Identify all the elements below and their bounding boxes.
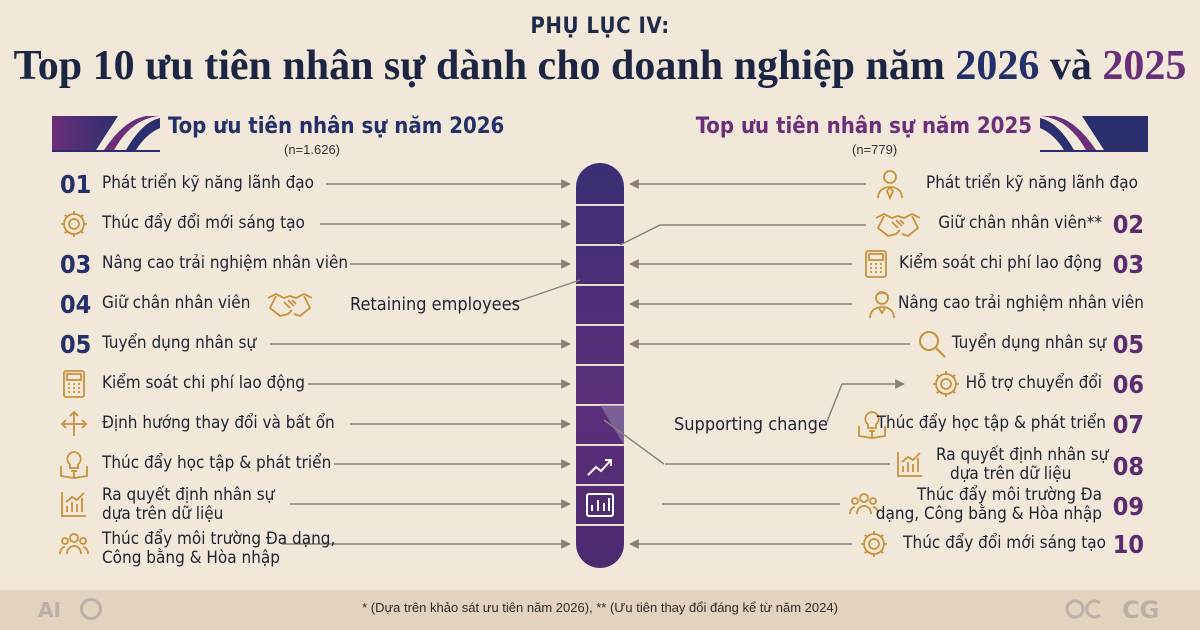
- title-connector: và: [1039, 43, 1103, 89]
- right-label-8-line2: dựa trên dữ liệu: [950, 464, 1072, 485]
- right-header-ribbon: [1040, 116, 1148, 152]
- left-header: Top ưu tiên nhân sự năm 2026: [168, 114, 505, 139]
- right-rank-3: 03: [1112, 250, 1144, 279]
- people-icon: [58, 528, 90, 560]
- left-label-9-line2: dựa trên dữ liệu: [102, 504, 224, 525]
- magnifier-icon: [916, 328, 948, 360]
- partner-logo-icon: [80, 598, 102, 620]
- arrows-icon: [58, 408, 90, 440]
- right-label-9: Thúc đẩy môi trường Đa dạng, Công bằng &…: [875, 485, 1102, 525]
- right-label-4: Nâng cao trải nghiệm nhân viên: [897, 293, 1144, 313]
- cg-seal-icon: [1064, 598, 1104, 620]
- supertitle: PHỤ LỤC IV:: [530, 14, 670, 39]
- left-label-8: Thúc đẩy học tập & phát triển: [102, 453, 332, 473]
- left-label-10-line1: Thúc đẩy môi trường Đa dạng,: [102, 529, 336, 549]
- left-label-10-line2: Công bằng & Hòa nhập: [102, 548, 280, 569]
- left-sample-size: (n=1.626): [284, 142, 341, 157]
- lightbulb-book-icon: [58, 448, 90, 480]
- right-label-3: Kiểm soát chi phí lao động: [898, 253, 1102, 273]
- right-rank-10: 10: [1112, 530, 1144, 559]
- logo-left: AI: [38, 598, 61, 622]
- right-label-2: Giữ chân nhân viên**: [938, 213, 1102, 233]
- left-label-3: Nâng cao trải nghiệm nhân viên: [102, 253, 349, 273]
- gear-icon: [930, 368, 962, 400]
- left-rank-4: 04: [60, 290, 92, 319]
- right-label-10: Thúc đẩy đổi mới sáng tạo: [903, 533, 1106, 553]
- supporting-change-note: Supporting change: [674, 414, 828, 435]
- right-label-7: Thúc đẩy học tập & phát triển: [876, 413, 1106, 433]
- right-label-8: Ra quyết định nhân sự dựa trên dữ liệu: [936, 445, 1109, 485]
- right-arrows: [629, 179, 910, 549]
- gear-icon: [858, 528, 890, 560]
- right-header: Top ưu tiên nhân sự năm 2025: [695, 114, 1032, 139]
- left-label-5: Tuyển dụng nhân sự: [102, 333, 257, 353]
- left-label-9: Ra quyết định nhân sự dựa trên dữ liệu: [102, 485, 275, 525]
- footer-bar: [0, 590, 1200, 630]
- right-rank-7: 07: [1112, 410, 1144, 439]
- calculator-icon: [860, 248, 892, 280]
- right-sample-size: (n=779): [852, 142, 898, 157]
- left-rank-3: 03: [60, 250, 92, 279]
- title-year-2026: 2026: [955, 43, 1040, 89]
- bar-chart-icon: [58, 488, 90, 520]
- calculator-icon: [58, 368, 90, 400]
- change-connectors: [509, 224, 905, 465]
- employee-icon: [866, 288, 898, 320]
- title-prefix: Top 10 ưu tiên nhân sự dành cho doanh ng…: [13, 43, 956, 89]
- left-label-1: Phát triển kỹ năng lãnh đạo: [102, 173, 315, 193]
- right-label-1: Phát triển kỹ năng lãnh đạo: [925, 173, 1138, 193]
- left-label-7: Định hướng thay đổi và bất ổn: [102, 413, 335, 433]
- footnote: * (Dựa trên khảo sát ưu tiên năm 2026), …: [362, 600, 838, 615]
- right-label-9-line2: dạng, Công bằng & Hòa nhập: [875, 504, 1102, 525]
- left-label-10: Thúc đẩy môi trường Đa dạng, Công bằng &…: [102, 529, 336, 569]
- left-arrows: [270, 179, 571, 549]
- left-header-ribbon: [52, 116, 160, 152]
- right-rank-2: 02: [1112, 210, 1144, 239]
- left-label-6: Kiểm soát chi phí lao động: [102, 373, 306, 393]
- left-label-2: Thúc đẩy đổi mới sáng tạo: [102, 213, 305, 233]
- central-pillar: [576, 163, 624, 568]
- right-label-6: Hỗ trợ chuyển đổi: [965, 373, 1102, 393]
- left-label-4: Giữ chân nhân viên: [102, 293, 251, 313]
- title-year-2025: 2025: [1102, 43, 1187, 89]
- bar-chart-icon: [894, 448, 926, 480]
- left-label-9-line1: Ra quyết định nhân sự: [102, 485, 275, 505]
- page-title: Top 10 ưu tiên nhân sự dành cho doanh ng…: [0, 42, 1200, 90]
- right-rank-6: 06: [1112, 370, 1144, 399]
- gear-icon: [58, 208, 90, 240]
- left-rank-5: 05: [60, 330, 92, 359]
- handshake-icon: [266, 288, 314, 320]
- people-icon: [848, 488, 880, 520]
- left-rank-1: 01: [60, 170, 92, 199]
- handshake-icon: [874, 208, 922, 240]
- retaining-employees-note: Retaining employees: [350, 294, 521, 315]
- right-rank-5: 05: [1112, 330, 1144, 359]
- right-label-5: Tuyển dụng nhân sự: [951, 333, 1106, 353]
- lightbulb-book-icon: [856, 408, 888, 440]
- leader-icon: [874, 168, 906, 201]
- logo-right: CG: [1122, 596, 1160, 624]
- right-label-9-line1: Thúc đẩy môi trường Đa: [916, 485, 1102, 505]
- right-rank-9: 09: [1112, 492, 1144, 521]
- right-label-8-line1: Ra quyết định nhân sự: [936, 445, 1109, 465]
- right-rank-8: 08: [1112, 452, 1144, 481]
